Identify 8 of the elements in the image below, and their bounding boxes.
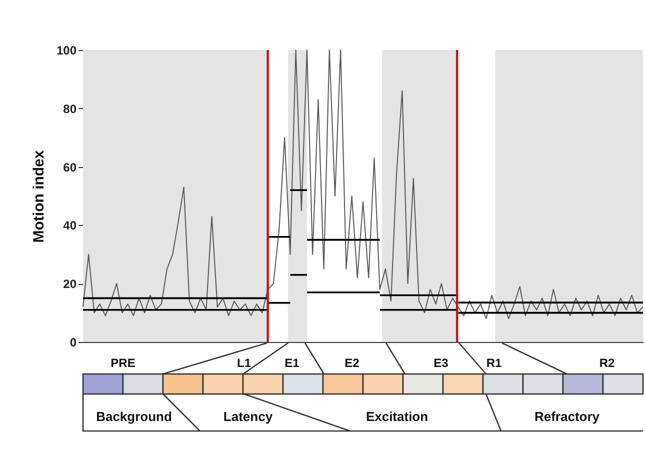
y-tick-label: 20: [63, 277, 77, 292]
y-tick-label: 80: [63, 102, 77, 116]
y-axis-title: Motion index: [30, 150, 48, 243]
y-tick-label: 100: [56, 44, 77, 58]
y-tick-label: 0: [70, 336, 77, 350]
y-tick-label: 40: [63, 218, 77, 233]
y-tick-label: 60: [63, 160, 77, 174]
phase-diagram: PRE L1 E1 E2 E3 R1 R2 Background Latency Excitation Refractory: [82, 342, 644, 432]
